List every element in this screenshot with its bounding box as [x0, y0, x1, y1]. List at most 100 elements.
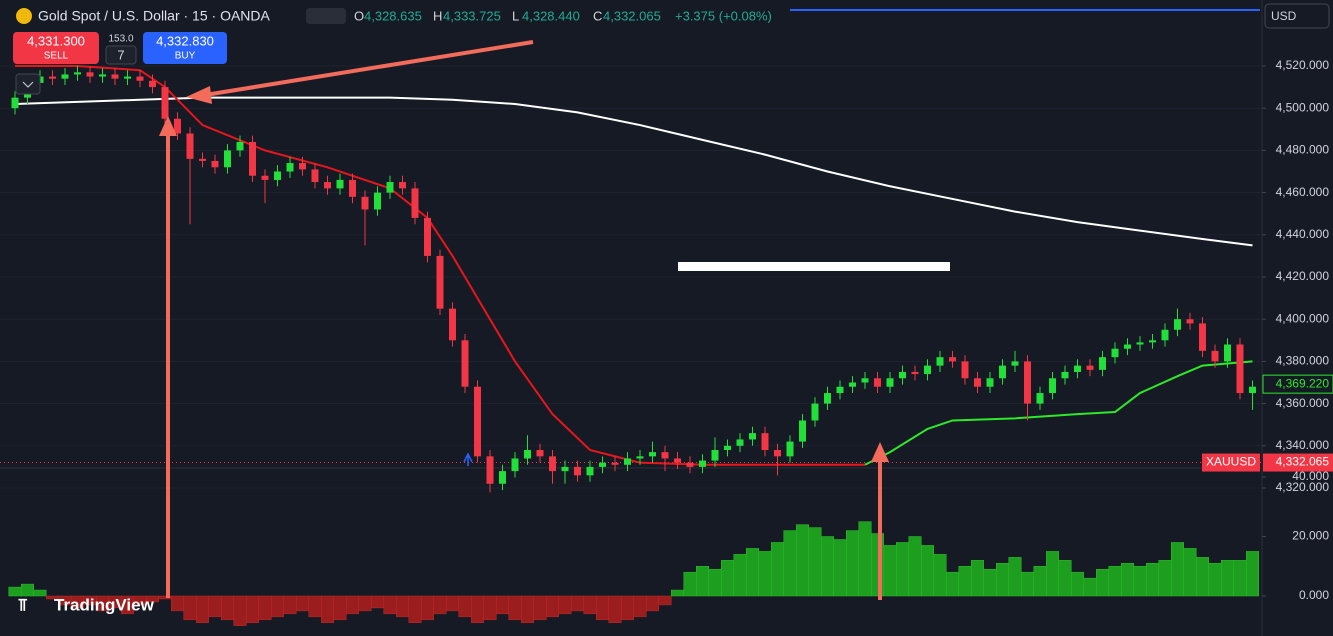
candle-body: [199, 158, 206, 161]
candle-body: [911, 371, 919, 375]
osc-bar: [958, 566, 972, 597]
osc-bar: [533, 595, 547, 621]
chart-title: Gold Spot / U.S. Dollar · 15 · OANDA: [38, 8, 271, 24]
candle-body: [736, 439, 744, 446]
price-box: [1263, 453, 1333, 472]
osc-bar: [546, 595, 559, 618]
osc-bar: [883, 545, 897, 597]
osc-bar: [496, 595, 509, 615]
osc-bar: [971, 560, 984, 597]
osc-bar: [371, 595, 384, 609]
osc-bar: [258, 595, 272, 621]
h-label: H: [433, 8, 442, 23]
candle-body: [336, 179, 344, 189]
osc-bar: [933, 554, 947, 597]
osc-bar: [33, 589, 47, 597]
osc-bar: [1183, 548, 1197, 597]
candle-body: [886, 378, 894, 387]
osc-bar: [183, 595, 197, 621]
candle-body: [286, 163, 294, 172]
osc-bar: [396, 595, 409, 618]
osc-bar: [646, 595, 659, 612]
candle-body: [649, 452, 656, 457]
candle-body: [124, 76, 131, 79]
osc-bar: [821, 536, 834, 597]
candle-body: [1211, 350, 1219, 362]
osc-bar: [658, 595, 672, 606]
candle-body: [899, 371, 906, 379]
c-value: 4,332.065: [603, 8, 661, 23]
osc-bar: [596, 595, 609, 621]
candle-body: [599, 462, 606, 467]
osc-bar: [633, 595, 647, 618]
candle-body: [749, 433, 756, 440]
osc-bar: [458, 595, 472, 618]
osc-bar: [521, 595, 534, 624]
osc-bar: [683, 571, 697, 597]
osc-bar: [346, 595, 359, 615]
candle-body: [1249, 386, 1256, 394]
osc-bar: [271, 595, 284, 618]
toggle[interactable]: [306, 8, 346, 24]
osc-bar: [671, 589, 684, 597]
osc-bar: [946, 571, 959, 597]
candle-body: [1074, 365, 1081, 372]
osc-bar: [171, 595, 184, 612]
osc-bar: [471, 595, 484, 624]
candle-body: [849, 382, 856, 387]
arrow-head: [871, 442, 889, 462]
candle-body: [724, 445, 731, 451]
arrow-head: [159, 116, 177, 136]
candle-body: [374, 192, 381, 210]
candle-body: [1086, 365, 1094, 370]
candle-body: [774, 450, 781, 457]
candle-body: [186, 133, 194, 159]
osc-bar: [908, 536, 922, 597]
osc-tick-label: 20.000: [1292, 529, 1329, 543]
candle-body: [386, 182, 394, 193]
candle-body: [811, 403, 819, 421]
osc-bar: [208, 595, 222, 618]
chevron: [22, 81, 34, 88]
candle-body: [49, 76, 56, 79]
candle-body: [874, 378, 881, 387]
candle-body: [961, 361, 969, 379]
osc-bar: [433, 595, 447, 615]
osc-bar: [1108, 566, 1122, 597]
candle-body: [449, 308, 456, 341]
osc-bar: [408, 595, 422, 624]
l-value: 4,328.440: [522, 8, 580, 23]
annotation-arrows: [159, 40, 889, 600]
candle-body: [361, 196, 369, 210]
osc-bar: [233, 595, 247, 626]
osc-bar: [321, 595, 334, 624]
osc-bar: [1158, 560, 1172, 597]
osc-tick-label: 0.000: [1299, 588, 1329, 602]
candle-body: [1161, 329, 1169, 341]
c-label: C: [593, 8, 602, 23]
osc-bar: [571, 595, 584, 612]
qty-box[interactable]: [105, 45, 137, 65]
h-value: 4,333.725: [443, 8, 501, 23]
candle-body: [349, 179, 356, 197]
collapse-button[interactable]: [15, 73, 41, 95]
sell-button[interactable]: [13, 32, 99, 64]
candle-body: [11, 97, 19, 109]
osc-bar: [983, 568, 997, 597]
currency-box[interactable]: [1264, 3, 1330, 29]
osc-bar: [1196, 557, 1209, 597]
osc-bar: [1008, 557, 1022, 597]
buy-button[interactable]: [143, 32, 227, 64]
candle-body: [211, 160, 219, 168]
ma-line: [864, 360, 1253, 466]
candle-body: [836, 386, 844, 394]
osc-bar: [858, 521, 872, 597]
osc-bar: [1233, 560, 1247, 597]
osc-bar: [196, 595, 209, 624]
candle-body: [949, 357, 956, 362]
osc-bar: [1221, 560, 1234, 597]
osc-bar: [708, 568, 722, 597]
y-tick-label: 4,500.000: [1276, 100, 1330, 114]
y-tick-label: 4,440.000: [1276, 227, 1330, 241]
